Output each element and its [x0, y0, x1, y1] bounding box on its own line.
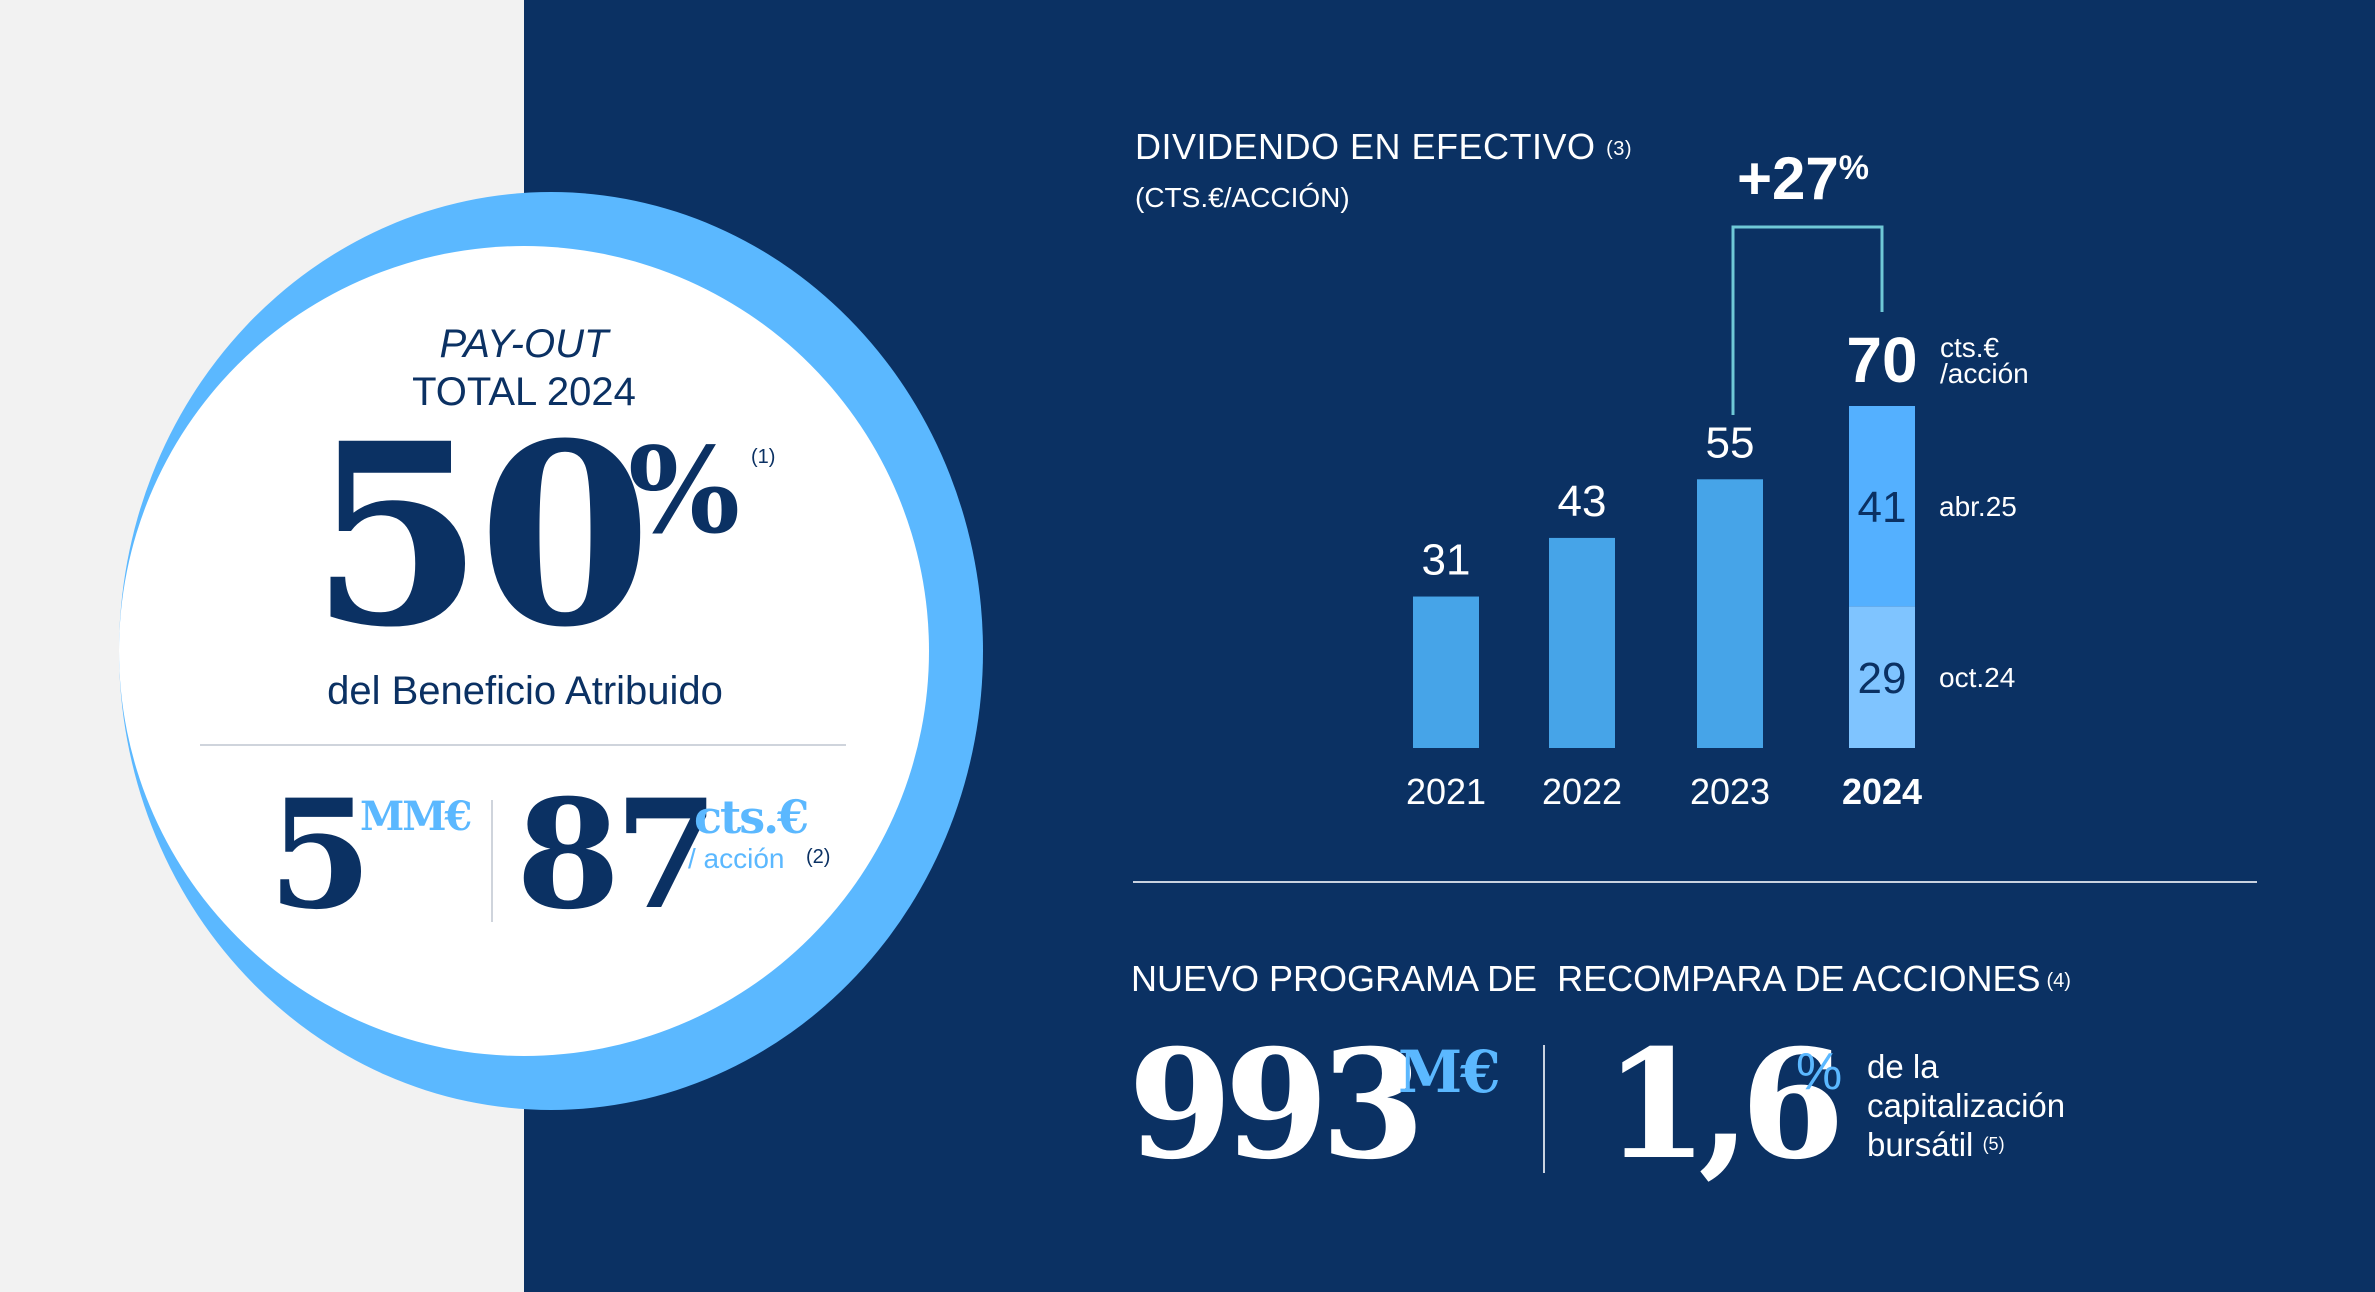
- total-amount-value: 5: [268, 767, 372, 943]
- payout-footnote: (1): [751, 446, 776, 468]
- payout-disc: [119, 246, 929, 1056]
- buyback-title: NUEVO PROGRAMA DE RECOMPARA DE ACCIONES(…: [1131, 958, 2071, 1000]
- bar-2021: [1413, 596, 1479, 748]
- bar-value-2021: 31: [1422, 536, 1471, 585]
- chart-subtitle: (CTS.€/ACCIÓN): [1135, 182, 1350, 213]
- per-share-unit: cts.€: [694, 790, 809, 844]
- buyback-desc-line3-text: bursátil: [1867, 1126, 1974, 1163]
- per-share-value: 87: [516, 767, 719, 943]
- per-share-label: / acción: [688, 843, 785, 874]
- bar-total-unit-line1: cts.€: [1940, 332, 2000, 363]
- buyback-amount: 993: [1128, 1017, 1425, 1193]
- category-label-2022: 2022: [1542, 771, 1622, 812]
- buyback-description: de la capitalización bursátil (5): [1867, 1047, 2167, 1164]
- bar-total-2024: 70: [1846, 324, 1917, 396]
- buyback-desc-line2: capitalización: [1867, 1087, 2066, 1124]
- buyback-desc-line1: de la: [1867, 1048, 1939, 1085]
- bar-2023: [1697, 479, 1763, 748]
- buyback-title-text: NUEVO PROGRAMA DE RECOMPARA DE ACCIONES: [1131, 958, 2041, 999]
- bar-total-unit-line2: /acción: [1940, 358, 2029, 389]
- category-label-2023: 2023: [1690, 771, 1770, 812]
- buyback-percent-sign: %: [1796, 1043, 1843, 1101]
- buyback-percent: 1,6: [1604, 1017, 1845, 1193]
- growth-label: +27%: [1737, 145, 1869, 212]
- buyback-title-footnote: (4): [2046, 970, 2071, 992]
- payout-title-italic: PAY-OUT: [439, 322, 609, 366]
- payout-subtitle: del Beneficio Atribuido: [327, 669, 723, 713]
- segment-label-oct.24: oct.24: [1939, 662, 2015, 693]
- payout-vertical-divider: [491, 800, 493, 922]
- bar-segment-oct.24: [1849, 606, 1915, 748]
- buyback-desc-line3: bursátil (5): [1867, 1125, 2167, 1164]
- segment-label-abr.25: abr.25: [1939, 491, 2017, 522]
- payout-value: 50: [310, 388, 652, 682]
- bar-value-2022: 43: [1558, 477, 1607, 526]
- category-label-2021: 2021: [1406, 771, 1486, 812]
- bar-segment-abr.25: [1849, 406, 1915, 607]
- category-label-2024: 2024: [1842, 771, 1922, 812]
- bar-value-2023: 55: [1706, 418, 1755, 467]
- payout-divider: [200, 744, 846, 746]
- payout-percent-sign: %: [628, 421, 741, 560]
- buyback-amount-unit: M€: [1398, 1038, 1501, 1106]
- per-share-footnote: (2): [806, 846, 831, 868]
- growth-bracket: [1731, 225, 1884, 415]
- chart-title-footnote: (3): [1606, 138, 1633, 160]
- payout-title: TOTAL 2024: [412, 370, 636, 414]
- chart-title: DIVIDENDO EN EFECTIVO (3): [1135, 126, 1632, 168]
- bar-2022: [1549, 537, 1615, 748]
- segment-value-oct.24: 29: [1858, 654, 1907, 703]
- section-separator: [1133, 881, 2257, 883]
- buyback-desc-footnote: (5): [1982, 1134, 2005, 1154]
- buyback-divider: [1543, 1045, 1545, 1173]
- total-amount-unit: MM€: [360, 793, 472, 840]
- growth-percent-sign: %: [1839, 149, 1869, 187]
- chart-title-text: DIVIDENDO EN EFECTIVO: [1135, 126, 1596, 167]
- segment-value-abr.25: 41: [1858, 483, 1907, 532]
